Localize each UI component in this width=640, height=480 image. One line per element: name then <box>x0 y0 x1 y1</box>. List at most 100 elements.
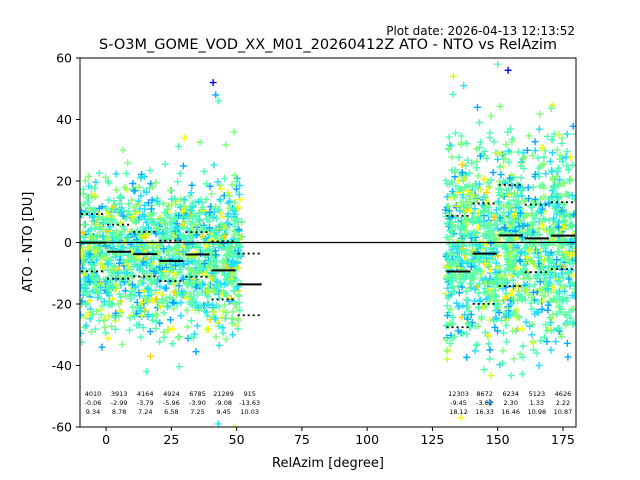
scatter-point <box>555 131 563 139</box>
scatter-point <box>204 312 212 320</box>
scatter-point <box>550 192 558 200</box>
outlier-point <box>141 306 149 314</box>
scatter-point <box>511 227 519 235</box>
scatter-point <box>104 334 112 342</box>
x-tick-label: 150 <box>486 432 510 447</box>
scatter-point <box>162 284 170 292</box>
scatter-point <box>507 208 515 216</box>
scatter-point <box>93 287 101 295</box>
scatter-point <box>546 296 554 304</box>
scatter-point <box>528 203 536 211</box>
scatter-point <box>232 185 240 193</box>
scatter-point <box>175 142 183 150</box>
scatter-point <box>196 244 204 252</box>
scatter-point <box>442 336 450 344</box>
scatter-point <box>559 201 567 209</box>
scatter-point <box>508 237 516 245</box>
scatter-point <box>526 275 534 283</box>
scatter-point <box>128 213 136 221</box>
scatter-point <box>236 182 244 190</box>
scatter-point <box>569 320 576 328</box>
bin-std-label: 16.33 <box>475 408 494 416</box>
scatter-point <box>457 132 465 140</box>
scatter-point <box>198 206 206 214</box>
bin-count-label: 4924 <box>163 390 180 398</box>
bin-std-label: 9.34 <box>86 408 100 416</box>
scatter-point <box>519 342 527 350</box>
scatter-point <box>233 283 241 291</box>
scatter-point <box>521 196 529 204</box>
scatter-point <box>449 259 457 267</box>
scatter-point <box>528 305 536 313</box>
scatter-point <box>122 260 130 268</box>
scatter-point <box>537 336 545 344</box>
scatter-point <box>525 283 533 291</box>
bin-mean-label: -0.06 <box>85 399 102 407</box>
scatter-point <box>208 250 216 258</box>
scatter-point <box>449 90 457 98</box>
scatter-point <box>517 162 525 170</box>
scatter-point <box>198 233 206 241</box>
scatter-point <box>549 149 557 157</box>
scatter-point <box>475 280 483 288</box>
scatter-point <box>503 304 511 312</box>
scatter-point <box>536 285 544 293</box>
scatter-point <box>107 257 115 265</box>
scatter-point <box>221 175 229 183</box>
scatter-point <box>234 204 242 212</box>
scatter-point <box>84 310 92 318</box>
scatter-point <box>105 312 113 320</box>
scatter-point <box>506 222 514 230</box>
scatter-point <box>507 254 515 262</box>
scatter-point <box>508 138 516 146</box>
y-axis: -60 -40 -20 0 20 40 60 <box>52 51 80 435</box>
scatter-point <box>495 308 503 316</box>
scatter-point <box>480 208 488 216</box>
scatter-point <box>461 252 469 260</box>
scatter-point <box>463 315 471 323</box>
scatter-point <box>202 196 210 204</box>
scatter-point <box>468 274 476 282</box>
scatter-point <box>171 223 179 231</box>
scatter-point <box>487 112 495 120</box>
scatter-point <box>561 252 569 260</box>
scatter-point <box>179 162 187 170</box>
scatter-point <box>446 249 454 257</box>
scatter-point <box>509 260 517 268</box>
scatter-point <box>234 325 242 333</box>
scatter-point <box>562 153 570 161</box>
scatter-point <box>194 291 202 299</box>
bin-std-label: 10.98 <box>528 408 547 416</box>
scatter-point <box>160 328 168 336</box>
scatter-point <box>229 308 237 316</box>
scatter-point <box>545 262 553 270</box>
scatter-point <box>170 280 178 288</box>
scatter-point <box>568 306 576 314</box>
scatter-point <box>498 217 506 225</box>
scatter-point <box>447 194 455 202</box>
scatter-point <box>201 301 209 309</box>
scatter-point <box>465 303 473 311</box>
y-tick-label: -40 <box>52 358 72 373</box>
scatter-point <box>110 233 118 241</box>
scatter-point <box>454 327 462 335</box>
scatter-point <box>444 284 452 292</box>
scatter-point <box>197 283 205 291</box>
scatter-point <box>220 280 228 288</box>
scatter-point <box>563 339 571 347</box>
scatter-point <box>215 322 223 330</box>
bin-std-label: 16.46 <box>501 408 520 416</box>
scatter-point <box>509 276 517 284</box>
scatter-point <box>180 196 188 204</box>
scatter-point <box>212 224 220 232</box>
scatter-point <box>217 185 225 193</box>
scatter-point <box>94 243 102 251</box>
outlier-point <box>230 128 238 136</box>
scatter-point <box>499 281 507 289</box>
scatter-point <box>109 300 117 308</box>
scatter-point <box>102 204 110 212</box>
scatter-point <box>110 313 118 321</box>
scatter-point <box>169 275 177 283</box>
scatter-point <box>180 292 188 300</box>
scatter-point <box>180 202 188 210</box>
